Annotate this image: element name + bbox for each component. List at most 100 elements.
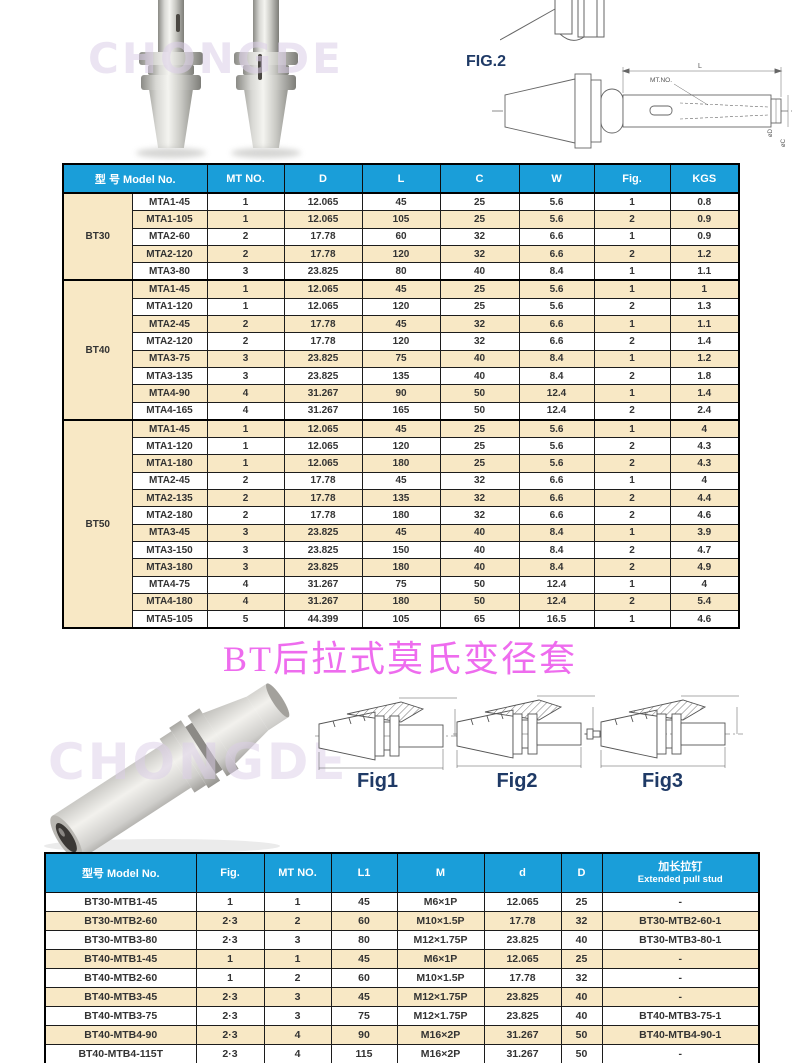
table-row: MTA4-75 4 31.267 75 50 12.4 1 4 <box>63 575 740 594</box>
table-row: MTA4-90 4 31.267 90 50 12.4 1 1.4 <box>63 384 740 403</box>
table-cell: 135 <box>361 366 441 386</box>
dim-label-dC: øC <box>781 138 787 147</box>
photo-flange-2 <box>141 75 201 90</box>
photo-flange <box>234 52 298 65</box>
mta-dimensions-table: 型 号 Model No. MT NO. D L C W Fig. KGS BT30 MTA1-… <box>62 163 741 630</box>
table-cell: 165 <box>361 401 441 421</box>
fig1-label: Fig1 <box>356 770 399 792</box>
table-cell: BT40-MTB3-75 <box>44 1006 197 1026</box>
table-row: BT50 MTA1-45 1 12.065 45 25 5.6 1 4 <box>62 418 740 629</box>
table-cell: 23.825 <box>283 558 363 577</box>
table-cell: M6×1P <box>396 949 485 969</box>
table-cell: 12.065 <box>283 418 363 439</box>
table-cell: 5 <box>206 610 285 629</box>
photo-flange-2 <box>236 75 296 90</box>
mta-header-cell: L <box>361 163 441 194</box>
model-group-cell: BT40 <box>62 279 133 421</box>
table-cell: 6.6 <box>518 332 595 351</box>
table-cell: 120 <box>361 297 441 317</box>
table-cell: 50 <box>439 401 520 421</box>
table-cell: 40 <box>560 987 603 1007</box>
table-cell: MTA2-120 <box>131 244 208 264</box>
table-cell: 4 <box>206 384 285 403</box>
table-cell: 1 <box>669 279 740 299</box>
table-cell: MTA1-45 <box>131 279 208 299</box>
table-row: BT30-MTB2-60 2·3 2 60 M10×1.5P 17.78 32 BT30-MT… <box>44 911 760 931</box>
photo-ring <box>243 65 289 75</box>
table-cell: 5.6 <box>518 437 595 456</box>
table-cell: 3 <box>263 987 332 1007</box>
table-cell: 4 <box>669 471 740 491</box>
table-cell: BT40-MTB4-115T <box>44 1044 197 1063</box>
dim-label-dD: øD <box>768 128 774 137</box>
table-cell: MTA2-180 <box>131 506 208 525</box>
table-cell: 8.4 <box>518 349 595 368</box>
table-cell: 2 <box>593 506 671 525</box>
table-cell: 12.4 <box>518 384 595 403</box>
table-cell: 1 <box>206 418 285 439</box>
table-cell: M6×1P <box>396 892 485 912</box>
product-photo-1 <box>126 0 216 158</box>
table-cell: 45 <box>361 523 441 542</box>
table-cell: 17.78 <box>283 244 363 264</box>
table-cell: BT30-MTB2-60-1 <box>601 911 760 931</box>
table-cell: 1 <box>206 192 285 212</box>
table-cell: 12.065 <box>283 210 363 229</box>
table-cell: 8.4 <box>518 523 595 542</box>
table-cell: 45 <box>330 987 398 1007</box>
page-title: BT后拉式莫氏变径套 <box>222 639 577 679</box>
table-cell: 31.267 <box>283 401 363 421</box>
fig3-drawing <box>585 690 747 774</box>
table-cell: 23.825 <box>483 930 562 950</box>
table-cell: 17.78 <box>283 315 363 334</box>
table-cell: 8.4 <box>518 366 595 386</box>
table-cell: 12.065 <box>283 297 363 317</box>
table-cell: MTA1-120 <box>131 297 208 317</box>
table-cell: 8.4 <box>518 262 595 281</box>
table-cell: 2 <box>206 471 285 491</box>
table-cell: 4 <box>669 418 740 439</box>
table-row: MTA4-180 4 31.267 180 50 12.4 2 5.4 <box>63 592 740 612</box>
table-cell: 12.4 <box>518 575 595 594</box>
mtb-header-cell: M <box>396 852 485 893</box>
table-row: MTA3-150 3 23.825 150 40 8.4 2 4.7 <box>63 540 740 560</box>
table-cell: 12.4 <box>518 592 595 612</box>
fig2-label: Fig2 <box>496 770 538 792</box>
table-cell: 1.3 <box>669 297 740 317</box>
table-cell: M12×1.75P <box>396 1006 485 1026</box>
table-cell: 50 <box>439 384 520 403</box>
table-cell: BT40-MTB3-75-1 <box>601 1006 760 1026</box>
table-cell: 32 <box>560 968 603 988</box>
table-cell: 4.3 <box>669 454 740 473</box>
table-cell: 12.065 <box>483 949 562 969</box>
table-row: BT40-MTB4-90 2·3 4 90 M16×2P 31.267 50 BT40-MTB… <box>44 1025 760 1045</box>
table-cell: 23.825 <box>283 540 363 560</box>
table-cell: 4 <box>206 401 285 421</box>
table-cell: 40 <box>439 349 520 368</box>
table-cell: 180 <box>361 558 441 577</box>
table-cell: 3 <box>206 366 285 386</box>
table-cell: MTA5-105 <box>131 610 208 629</box>
model-group-cell: BT50 <box>62 418 133 629</box>
table-cell: MTA2-135 <box>131 489 208 508</box>
photo-flange <box>139 52 203 65</box>
table-row: MTA5-105 5 44.399 105 65 16.5 1 4.6 <box>63 610 740 629</box>
table-cell: 1.1 <box>669 315 740 334</box>
photo-ring <box>148 65 194 75</box>
mta-header-cell: C <box>439 163 520 194</box>
table-cell: 120 <box>361 244 441 264</box>
table-cell: MTA2-45 <box>131 471 208 491</box>
table-cell: M10×1.5P <box>396 968 485 988</box>
table-cell: 3 <box>206 558 285 577</box>
table-cell: 2 <box>593 401 671 421</box>
table-cell: 4.6 <box>669 610 740 629</box>
table-cell: 4.6 <box>669 506 740 525</box>
table-cell: 44.399 <box>283 610 363 629</box>
table-cell: MTA4-75 <box>131 575 208 594</box>
table-cell: MTA3-180 <box>131 558 208 577</box>
table-cell: 120 <box>361 437 441 456</box>
table-cell: 90 <box>330 1025 398 1045</box>
mta-header-cell: KGS <box>669 163 740 194</box>
product-photo-2 <box>221 0 311 158</box>
table-row: BT40-MTB4-115T 2·3 4 115 M16×2P 31.267 50- <box>44 1044 760 1063</box>
